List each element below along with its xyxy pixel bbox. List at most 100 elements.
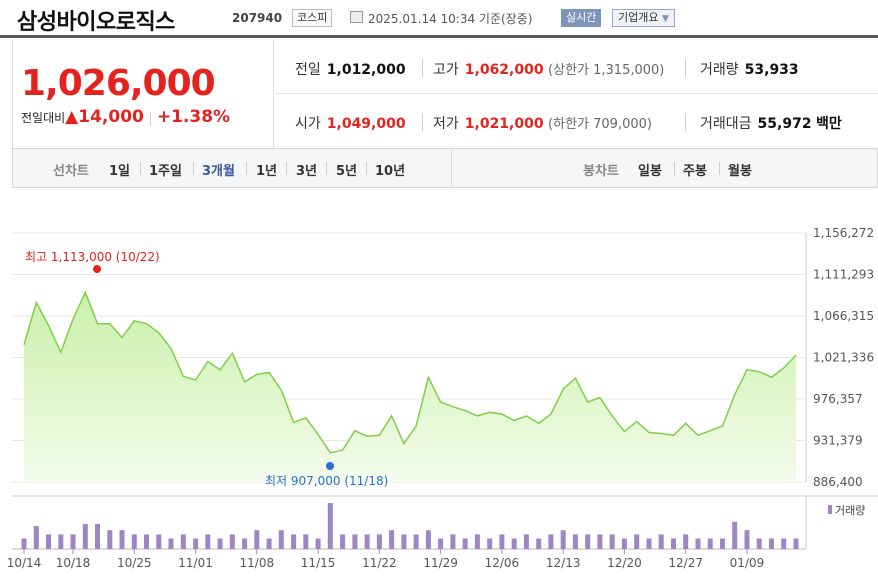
volume-bar: [474, 534, 480, 549]
volume-bar: [95, 523, 100, 549]
chart-tab-bar: 선차트 1일 1주일 3개월 1년 3년 5년 10년 봉차트 일봉 주봉 월봉: [12, 148, 878, 188]
day-high: 고가 1,062,000 (상한가 1,315,000): [433, 59, 664, 79]
volume-bar: [425, 530, 431, 549]
volume-bar: [572, 534, 578, 549]
volume: 거래량 53,933: [700, 59, 799, 79]
prev-close-label: 전일: [295, 62, 321, 78]
divider: [719, 162, 720, 175]
volume-bar: [242, 538, 248, 549]
volume-bar: [597, 534, 603, 549]
x-tick-label: 12/13: [546, 556, 581, 570]
tab-10years[interactable]: 10년: [375, 164, 406, 179]
day-low: 저가 1,021,000 (하한가 709,000): [433, 113, 652, 133]
change-percent: +1.38%: [156, 107, 231, 127]
volume-bar: [671, 538, 676, 549]
tab-weekly-candle[interactable]: 주봉: [683, 164, 707, 179]
volume-bars: [21, 503, 799, 549]
lower-limit: (하한가 709,000): [548, 117, 652, 132]
volume-bar: [683, 534, 689, 549]
volume-bar: [413, 534, 419, 549]
price-area: [24, 292, 796, 482]
stock-code: 207940: [232, 11, 283, 25]
volume-bar: [438, 538, 444, 549]
tab-monthly-candle[interactable]: 월봉: [728, 164, 752, 179]
divider: [685, 113, 686, 131]
candle-chart-label: 봉차트: [583, 164, 619, 179]
day-high-label: 고가: [433, 62, 459, 78]
price-line: [23, 290, 797, 454]
tab-5years[interactable]: 5년: [336, 164, 358, 179]
low-annotation: 최저 907,000 (11/18): [265, 474, 388, 488]
tab-1day[interactable]: 1일: [109, 164, 131, 179]
trade-amount-value: 55,972: [757, 116, 812, 132]
divider: [246, 162, 247, 175]
volume-bar: [401, 534, 407, 549]
volume-legend-swatch: [828, 505, 832, 514]
divider: [422, 113, 423, 131]
volume-bar: [180, 534, 186, 549]
divider: [326, 162, 327, 175]
current-price: 1,026,000: [21, 63, 216, 104]
volume-bar: [634, 534, 640, 549]
tab-1year[interactable]: 1년: [256, 164, 278, 179]
volume-bar: [720, 538, 725, 549]
y-tick-label: 1,111,293: [813, 268, 874, 282]
trade-amount: 거래대금 55,972 백만: [700, 113, 842, 133]
divider: [674, 162, 675, 175]
volume-bar: [315, 538, 321, 549]
volume-bar: [21, 538, 27, 549]
market-badge: 코스피: [292, 9, 333, 27]
volume-bar: [487, 538, 493, 549]
x-tick-label: 11/22: [362, 556, 397, 570]
low-marker: [326, 462, 334, 470]
y-tick-label: 1,021,336: [813, 351, 874, 365]
info-row-1: 전일 1,012,000 고가 1,062,000 (상한가 1,315,000) …: [275, 40, 878, 94]
volume-bar: [33, 526, 39, 549]
divider: [193, 162, 194, 175]
volume-bar: [303, 534, 309, 549]
volume-bar: [585, 534, 591, 549]
divider: [286, 162, 287, 175]
tab-1week[interactable]: 1주일: [149, 164, 182, 179]
volume-bar: [756, 538, 762, 549]
volume-bar: [144, 534, 149, 549]
open-price: 시가 1,049,000: [295, 113, 406, 133]
volume-bar: [389, 530, 395, 549]
volume-bar: [450, 534, 456, 549]
volume-bar: [781, 538, 787, 549]
x-tick-label: 11/29: [423, 556, 458, 570]
volume-bar: [193, 538, 199, 549]
volume-bar: [462, 538, 468, 549]
volume-bar: [499, 534, 505, 549]
y-tick-label: 931,379: [813, 434, 863, 448]
volume-bar: [254, 530, 260, 549]
volume-label: 거래량: [700, 62, 739, 78]
volume-bar: [707, 538, 713, 549]
volume-bar: [658, 534, 664, 549]
company-info-dropdown[interactable]: 기업개요 ▼: [612, 9, 675, 27]
y-tick-label: 886,400: [813, 475, 863, 489]
volume-bar: [291, 534, 297, 549]
volume-bar: [82, 523, 88, 549]
x-tick-label: 12/27: [668, 556, 703, 570]
company-info-label: 기업개요: [618, 11, 659, 24]
volume-bar: [327, 503, 333, 549]
volume-bar: [732, 521, 738, 549]
tab-3months[interactable]: 3개월: [202, 164, 235, 179]
tab-3years[interactable]: 3년: [296, 164, 318, 179]
volume-bar: [769, 538, 774, 549]
realtime-button[interactable]: 실시간: [561, 9, 602, 27]
prev-close-value: 1,012,000: [326, 62, 406, 78]
chevron-down-icon: ▼: [661, 14, 669, 24]
divider: [140, 162, 141, 175]
volume-bar: [560, 530, 566, 549]
high-annotation: 최고 1,113,000 (10/22): [25, 250, 160, 264]
volume-bar: [609, 534, 615, 549]
volume-bar: [205, 534, 211, 549]
volume-bar: [364, 534, 370, 549]
y-tick-label: 1,066,315: [813, 309, 874, 323]
volume-bar: [695, 538, 701, 549]
tab-daily-candle[interactable]: 일봉: [638, 164, 662, 179]
stock-name: 삼성바이오로직스: [17, 10, 175, 35]
y-tick-label: 1,156,272: [813, 226, 874, 240]
